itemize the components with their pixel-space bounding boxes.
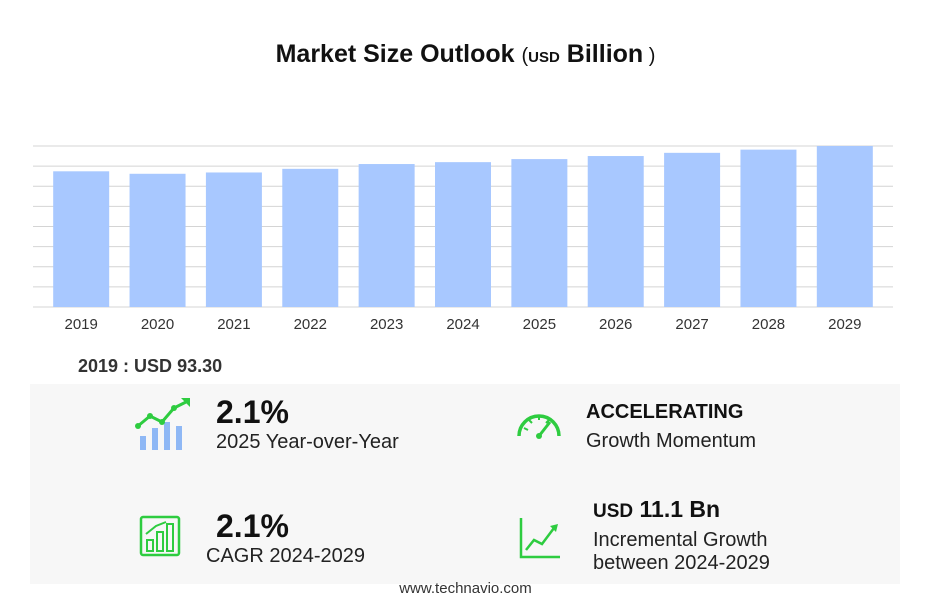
bar-2023 [358,164,415,307]
incremental-currency: USD [593,501,634,522]
x-tick-2022: 2022 [294,316,327,333]
x-tick-2021: 2021 [217,316,250,333]
bar-chart: 2019 2020 2021 2022 2023 2024 2025 2026 2027 2028… [33,145,893,333]
x-tick-2028: 2028 [752,316,785,333]
cagr-metric: 2.1% CAGR 2024-2029 [206,508,365,568]
base-year-value: 2019 : USD 93.30 [78,356,222,377]
x-tick-2026: 2026 [599,316,632,333]
bar-2020 [129,173,186,307]
chart-bars [53,146,873,307]
incremental-metric: USD 11.1 Bn Incremental Growth between 2… [593,496,770,575]
x-tick-2027: 2027 [675,316,708,333]
bar-2021 [205,172,262,307]
title-unit-currency: USD [528,49,560,66]
bar-chart-icon [139,515,181,557]
x-axis-ticks: 2019 2020 2021 2022 2023 2024 2025 2026 2027 2028… [64,316,861,333]
momentum-metric: ACCELERATING Growth Momentum [586,401,756,453]
incremental-value: 11.1 Bn [639,496,721,522]
bar-2019 [53,171,110,307]
momentum-label: Growth Momentum [586,430,757,452]
x-tick-2019: 2019 [64,316,97,333]
growth-chart-icon [135,398,190,450]
chart-title: Market Size Outlook (USD Billion ) [275,40,656,68]
bar-2024 [435,162,491,307]
trend-line-icon [519,518,560,559]
cagr-label: CAGR 2024-2029 [206,545,365,567]
bar-2022 [282,168,339,307]
x-tick-2025: 2025 [523,316,556,333]
bar-2027 [664,152,721,307]
cagr-value: 2.1% [216,508,289,544]
bar-2028 [740,149,797,307]
yoy-value: 2.1% [216,394,289,430]
x-tick-2020: 2020 [141,316,174,333]
base-number: 93.30 [177,356,223,376]
yoy-metric: 2.1% 2025 Year-over-Year [216,394,399,454]
yoy-label: 2025 Year-over-Year [216,431,399,453]
title-unit-scale: Billion [566,40,644,68]
bar-2026 [587,156,644,307]
incremental-label-line1: Incremental Growth [593,529,768,551]
base-label: 2019 : USD [78,356,173,376]
metrics-panel: 2.1% 2025 Year-over-Year ACCELERATING Gr… [30,384,900,584]
x-tick-2023: 2023 [370,316,403,333]
x-tick-2029: 2029 [828,316,861,333]
title-main: Market Size Outlook [275,40,515,68]
x-tick-2024: 2024 [446,316,479,333]
momentum-value: ACCELERATING [586,401,744,423]
speedometer-icon [517,414,561,439]
footer-source: www.technavio.com [399,580,532,597]
bar-2029 [816,146,873,307]
bar-2025 [511,159,568,307]
incremental-label-line2: between 2024-2029 [593,552,770,574]
